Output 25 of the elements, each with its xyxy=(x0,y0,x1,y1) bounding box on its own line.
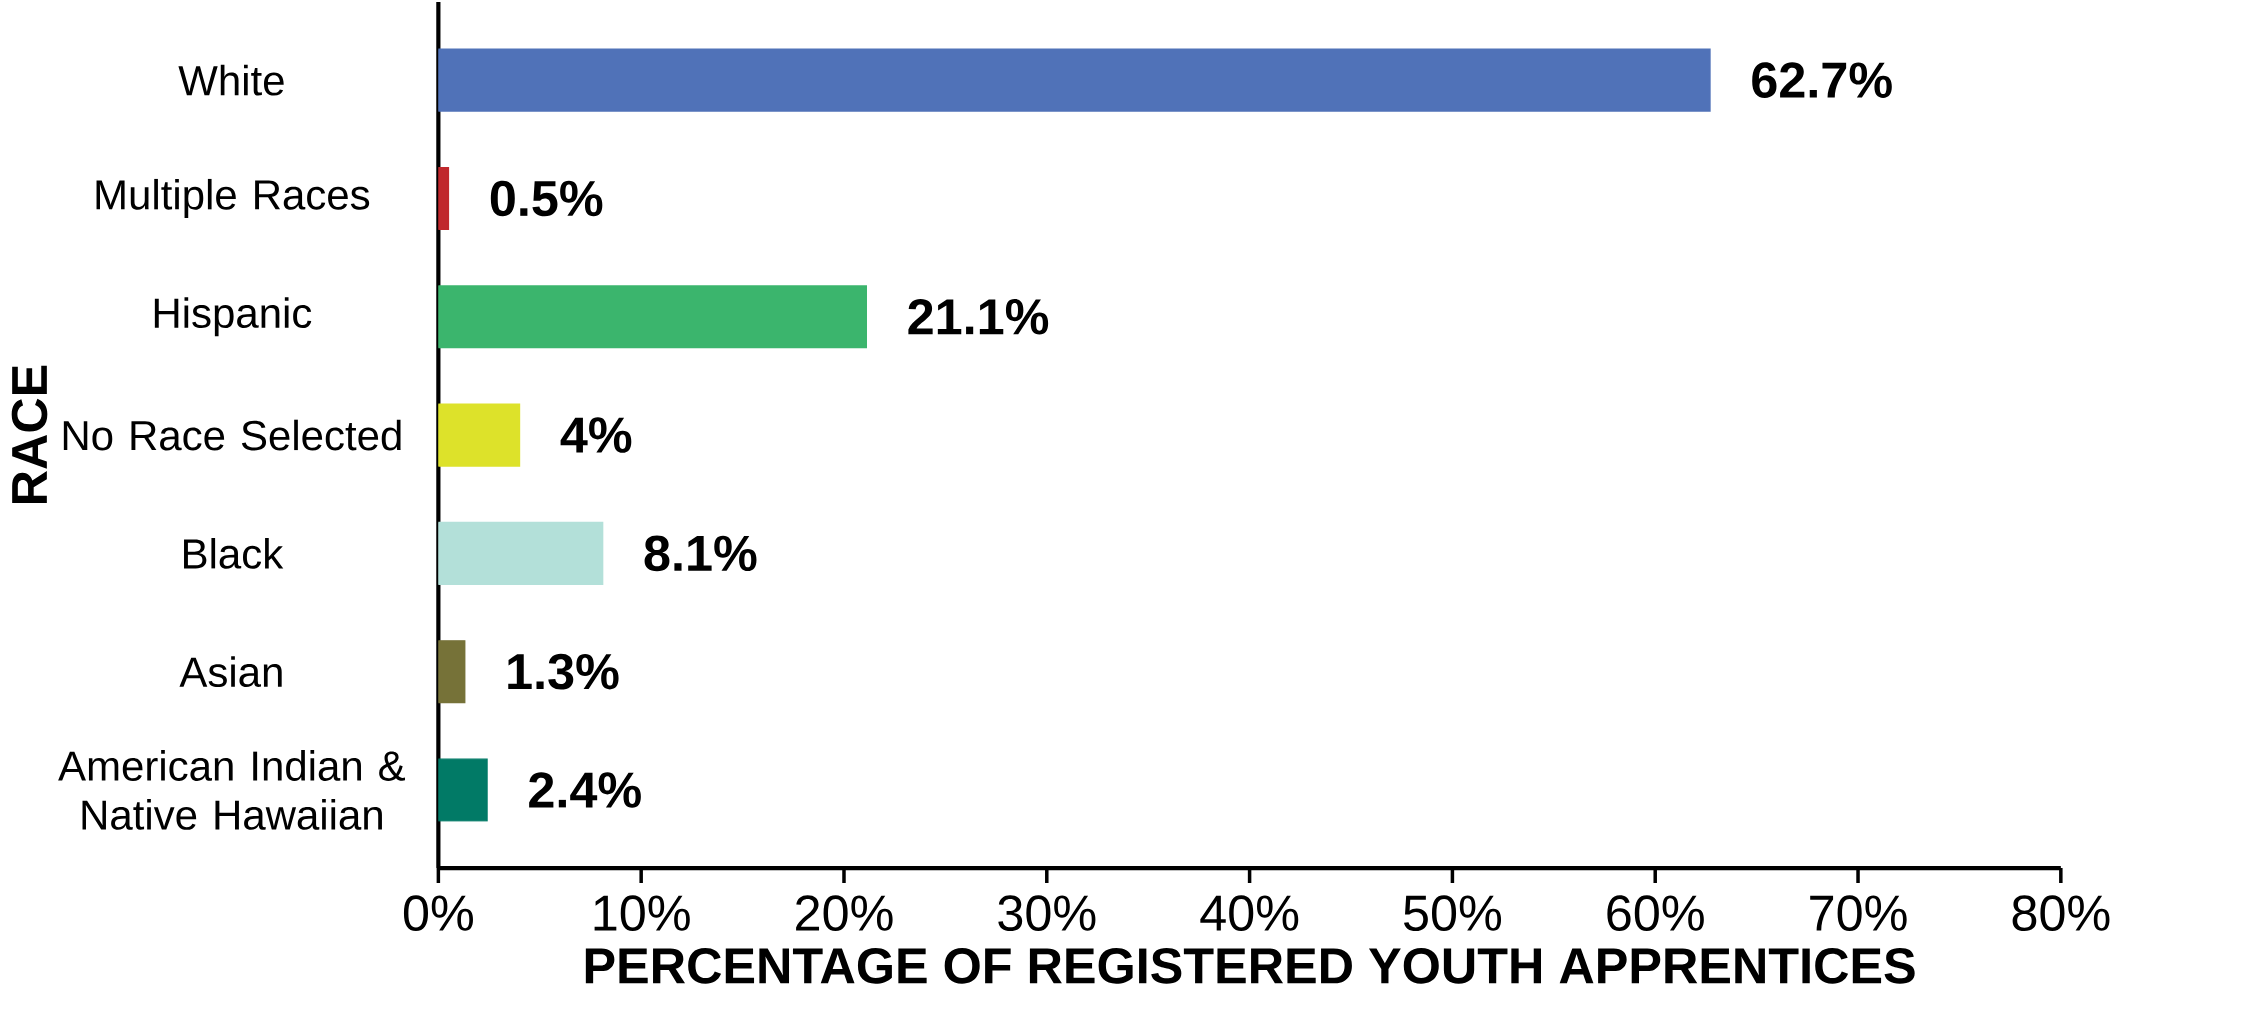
data-label: 4% xyxy=(560,417,632,453)
y-tick-label: Asian xyxy=(179,656,282,687)
x-tick-label: 30% xyxy=(998,895,1096,931)
x-tick-label: 80% xyxy=(2012,895,2110,931)
data-label: 1.3% xyxy=(508,653,619,690)
y-tick-label: White xyxy=(178,64,284,96)
y-tick-label: No Race Selected xyxy=(63,419,401,451)
x-tick-label: 10% xyxy=(594,895,690,931)
y-tick-label: Black xyxy=(184,537,284,569)
x-tick-label: 40% xyxy=(1200,895,1299,931)
x-axis-title: PERCENTAGE OF REGISTERED YOUTH APPRENTICES xyxy=(585,947,1915,984)
x-tick-label: 70% xyxy=(1810,895,1907,931)
x-tick-label: 0% xyxy=(403,895,473,931)
x-tick-label: 50% xyxy=(1404,895,1502,931)
y-tick-label: Multiple Races xyxy=(96,178,370,218)
y-axis-title: RACE xyxy=(11,365,48,503)
data-label: 62.7% xyxy=(1752,62,1892,98)
x-tick-label: 60% xyxy=(1607,895,1704,931)
y-tick-label: Hispanic xyxy=(154,297,312,337)
data-label: 8.1% xyxy=(644,535,757,572)
data-label: 21.1% xyxy=(908,298,1049,335)
y-tick-label: American Indian & Native Hawaiian xyxy=(58,749,405,830)
data-label: 2.4% xyxy=(529,772,641,808)
data-label: 0.5% xyxy=(490,180,603,217)
x-tick-label: 20% xyxy=(796,895,893,931)
